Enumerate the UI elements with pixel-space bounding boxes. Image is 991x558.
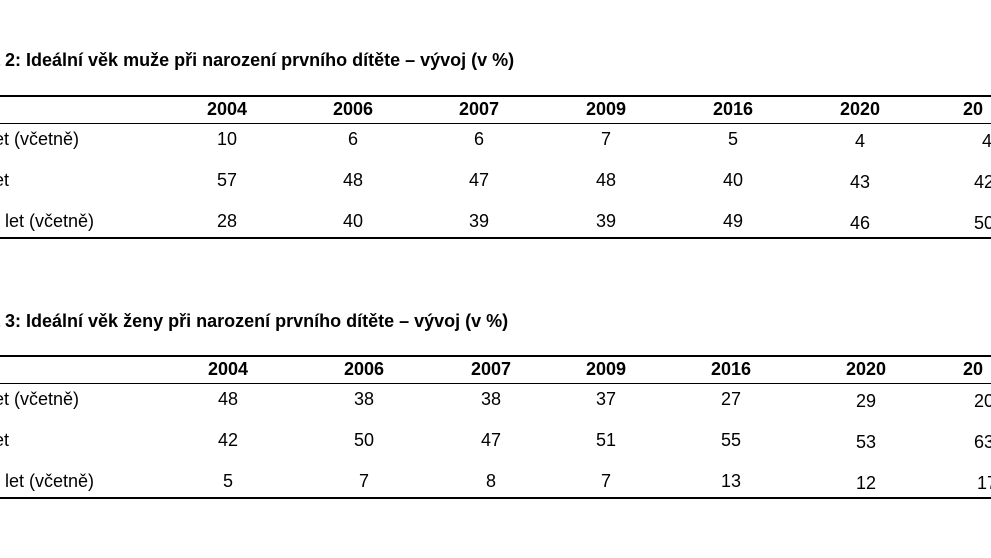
table-caption: a 2: Ideální věk muže při narození první…	[0, 50, 515, 70]
table-cell: 48	[342, 170, 364, 190]
table-cell: 38	[480, 389, 502, 409]
table-cell: 46	[849, 213, 871, 233]
table-cell: 47	[480, 430, 502, 450]
row-label: let (včetně)	[0, 389, 80, 409]
column-header: 2016	[712, 99, 754, 119]
table-bottom-rule	[0, 237, 991, 239]
table-cell: 49	[722, 211, 744, 231]
table-cell: 39	[595, 211, 617, 231]
table-cell: 39	[468, 211, 490, 231]
table-cell: 6	[347, 129, 359, 149]
column-header: 2006	[343, 359, 385, 379]
header-rule	[0, 123, 991, 124]
row-label: let	[0, 430, 10, 450]
column-header: 2016	[710, 359, 752, 379]
table-cell: 51	[595, 430, 617, 450]
table-cell: 4	[982, 131, 991, 151]
table-cell: 29	[855, 391, 877, 411]
table-cell: 12	[855, 473, 877, 493]
column-header: 2004	[207, 359, 249, 379]
table-cell: 43	[849, 172, 871, 192]
column-header: 2020	[839, 99, 881, 119]
table-cell: 7	[600, 129, 612, 149]
column-header: 2009	[585, 99, 627, 119]
table-cell: 17	[977, 473, 991, 493]
table-cell: 13	[720, 471, 742, 491]
table-cell: 57	[216, 170, 238, 190]
table-cell: 48	[595, 170, 617, 190]
row-label: 0 let (včetně)	[0, 471, 95, 491]
table-cell: 38	[353, 389, 375, 409]
table-cell: 63	[974, 432, 991, 452]
column-header: 20	[963, 359, 984, 379]
table-cell: 10	[216, 129, 238, 149]
table-cell: 27	[720, 389, 742, 409]
table-cell: 7	[600, 471, 612, 491]
column-header: 2009	[585, 359, 627, 379]
table-cell: 4	[854, 131, 866, 151]
header-rule	[0, 383, 991, 384]
table-cell: 37	[595, 389, 617, 409]
table-top-rule	[0, 355, 991, 357]
table-cell: 42	[974, 172, 991, 192]
row-label: let	[0, 170, 10, 190]
column-header: 20	[963, 99, 984, 119]
column-header: 2007	[458, 99, 500, 119]
column-header: 2020	[845, 359, 887, 379]
table-bottom-rule	[0, 497, 991, 499]
row-label: 0 let (včetně)	[0, 211, 95, 231]
table-cell: 5	[222, 471, 234, 491]
table-top-rule	[0, 95, 991, 97]
row-label: let (včetně)	[0, 129, 80, 149]
table-cell: 6	[473, 129, 485, 149]
table-cell: 53	[855, 432, 877, 452]
column-header: 2004	[206, 99, 248, 119]
table-cell: 7	[358, 471, 370, 491]
table-cell: 20	[974, 391, 991, 411]
table-cell: 42	[217, 430, 239, 450]
table-cell: 40	[722, 170, 744, 190]
table-cell: 50	[353, 430, 375, 450]
table-cell: 55	[720, 430, 742, 450]
table-cell: 50	[974, 213, 991, 233]
table-cell: 28	[216, 211, 238, 231]
table-cell: 47	[468, 170, 490, 190]
table-cell: 40	[342, 211, 364, 231]
column-header: 2007	[470, 359, 512, 379]
table-cell: 5	[727, 129, 739, 149]
column-header: 2006	[332, 99, 374, 119]
table-cell: 48	[217, 389, 239, 409]
table-cell: 8	[485, 471, 497, 491]
table-caption: a 3: Ideální věk ženy při narození první…	[0, 311, 509, 331]
